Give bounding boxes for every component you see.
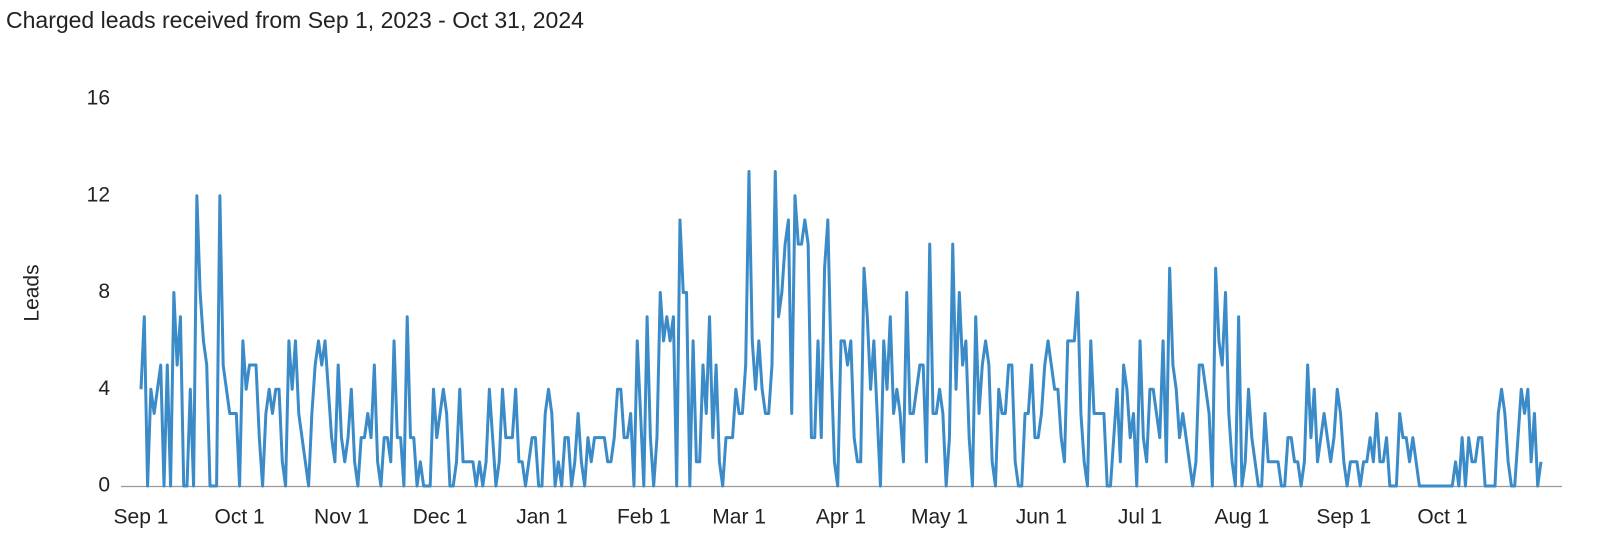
x-tick-label: Oct 1 [214,506,264,529]
x-tick-label: Mar 1 [712,506,766,529]
chart-title: Charged leads received from Sep 1, 2023 … [6,7,584,33]
x-tick-label: Dec 1 [413,506,468,529]
y-tick-label: 16 [87,87,110,110]
y-tick-label: 0 [98,474,110,497]
y-tick-label: 12 [87,183,110,206]
x-tick-label: Jan 1 [516,506,567,529]
x-tick-label: Oct 1 [1417,506,1467,529]
y-tick-label: 4 [98,377,110,400]
x-tick-label: Jun 1 [1016,506,1067,529]
y-tick-label: 8 [98,280,110,303]
x-tick-label: Sep 1 [1316,506,1371,529]
x-tick-label: Aug 1 [1214,506,1269,529]
x-tick-label: Jul 1 [1118,506,1162,529]
x-tick-label: Sep 1 [114,506,169,529]
x-tick-label: Nov 1 [314,506,369,529]
y-axis-label: Leads [21,264,44,321]
x-tick-label: Apr 1 [816,506,866,529]
x-tick-label: May 1 [911,506,968,529]
x-tick-label: Feb 1 [617,506,671,529]
line [139,170,1543,488]
